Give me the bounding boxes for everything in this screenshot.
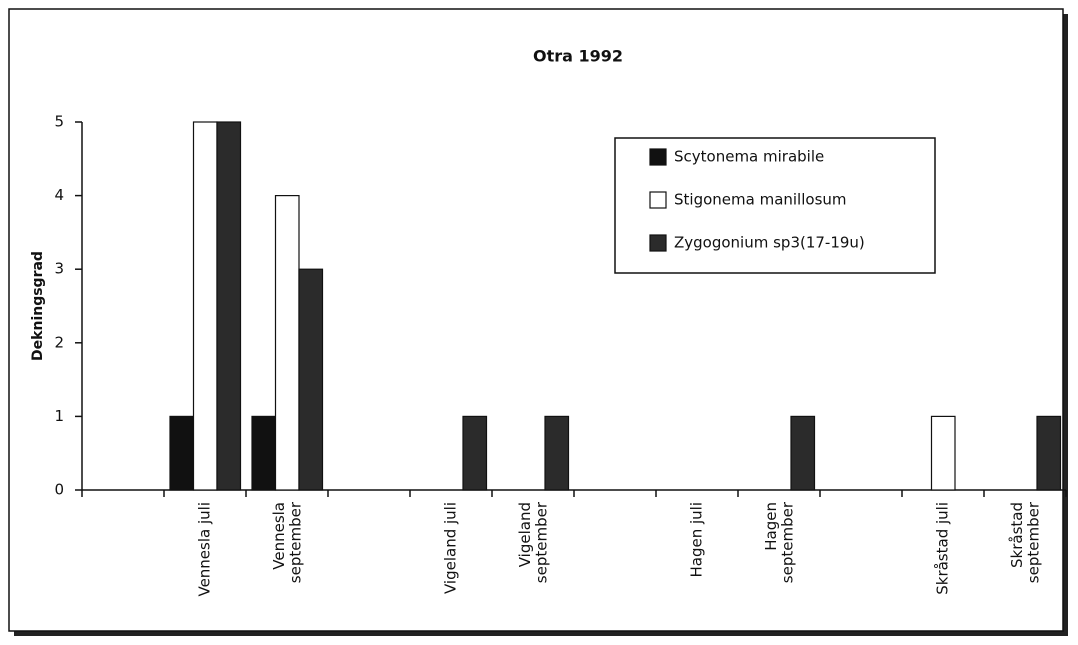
legend-swatch bbox=[649, 148, 667, 166]
bar bbox=[216, 121, 242, 491]
legend-label: Scytonema mirabile bbox=[674, 148, 824, 166]
bar bbox=[169, 415, 195, 491]
x-tick-label: Vigelandseptember bbox=[515, 501, 550, 583]
bar bbox=[1036, 415, 1062, 491]
bar bbox=[274, 195, 300, 491]
y-tick-label: 4 bbox=[54, 186, 64, 204]
x-tick-label: Vigeland juli bbox=[442, 502, 460, 594]
bar bbox=[298, 268, 324, 491]
x-tick-label: Vennesla juli bbox=[196, 502, 214, 597]
bar bbox=[192, 121, 218, 491]
x-tick-label: Venneslaseptember bbox=[269, 501, 304, 583]
legend-label: Zygogonium sp3(17-19u) bbox=[674, 234, 865, 252]
y-tick-label: 3 bbox=[54, 260, 64, 278]
chart-title: Otra 1992 bbox=[533, 47, 623, 66]
y-tick-label: 2 bbox=[54, 333, 64, 351]
legend bbox=[614, 137, 936, 274]
x-tick-label: Hagen juli bbox=[688, 502, 706, 578]
y-tick-label: 1 bbox=[54, 407, 64, 425]
legend-swatch bbox=[649, 234, 667, 252]
x-tick-label: Skråstadseptember bbox=[1007, 501, 1042, 583]
y-tick-label: 5 bbox=[54, 113, 64, 131]
frame bbox=[8, 8, 1064, 632]
bar bbox=[544, 415, 570, 491]
x-tick-label: Hagenseptember bbox=[761, 501, 796, 583]
legend-swatch bbox=[649, 191, 667, 209]
bar bbox=[930, 415, 956, 491]
bar bbox=[251, 415, 277, 491]
x-tick-label: Skråstad juli bbox=[934, 502, 952, 595]
bar bbox=[790, 415, 816, 491]
y-tick-label: 0 bbox=[54, 481, 64, 499]
y-axis-label: Dekningsgrad bbox=[30, 251, 46, 361]
bar bbox=[462, 415, 488, 491]
legend-label: Stigonema manillosum bbox=[674, 191, 847, 209]
